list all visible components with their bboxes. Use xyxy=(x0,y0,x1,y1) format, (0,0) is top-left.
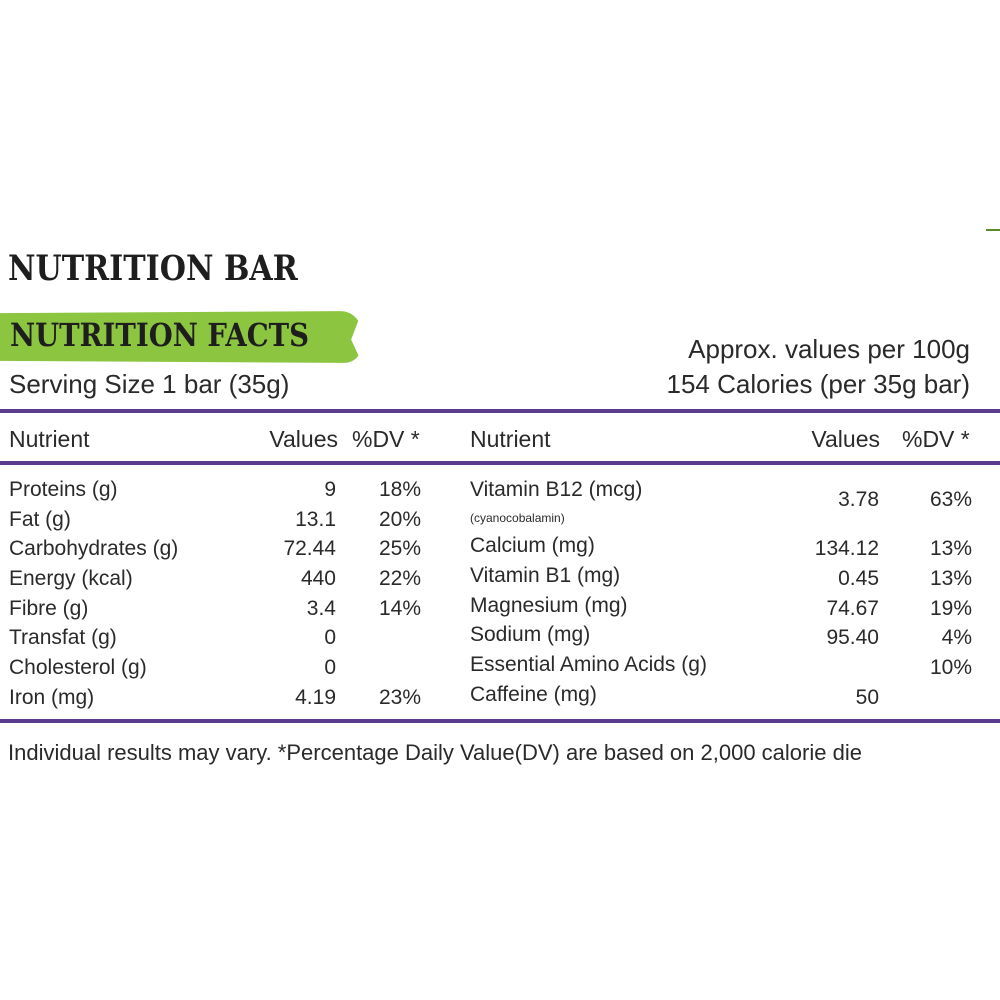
right-row-4-nutrient: Sodium (mg) xyxy=(470,623,591,646)
right-header-nutrient: Nutrient xyxy=(470,426,551,452)
right-row-3-nutrient: Magnesium (mg) xyxy=(470,594,628,617)
right-row-6-value: 50 xyxy=(855,686,879,709)
approx-values-label: Approx. values per 100g xyxy=(688,334,970,364)
left-row-4-nutrient: Fibre (g) xyxy=(9,597,89,620)
right-header-dv: %DV * xyxy=(902,426,970,452)
product-title: NUTRITION BAR xyxy=(8,248,298,289)
left-row-6-value: 0 xyxy=(324,656,336,679)
right-row-0-value: 3.78 xyxy=(838,488,879,511)
left-row-2-nutrient: Carbohydrates (g) xyxy=(9,537,179,560)
serving-size-label: Serving Size 1 bar (35g) xyxy=(9,369,290,399)
left-row-5-nutrient: Transfat (g) xyxy=(9,626,117,649)
right-row-3-dv: 19% xyxy=(929,597,972,620)
left-row-2-value: 72.44 xyxy=(283,537,336,560)
right-row-4-dv: 4% xyxy=(941,626,972,649)
right-row-2-value: 0.45 xyxy=(838,567,879,590)
table-header-rule xyxy=(0,461,1000,465)
left-header-dv: %DV * xyxy=(352,426,420,452)
right-row-1-nutrient: Calcium (mg) xyxy=(470,534,595,557)
left-row-6-nutrient: Cholesterol (g) xyxy=(9,656,147,679)
left-row-4-value: 3.4 xyxy=(306,597,336,620)
left-row-0-value: 9 xyxy=(324,478,336,501)
left-row-7-nutrient: Iron (mg) xyxy=(9,686,95,709)
left-row-7-value: 4.19 xyxy=(295,686,336,709)
nutrition-facts-title: NUTRITION FACTS xyxy=(10,316,309,354)
left-row-1-nutrient: Fat (g) xyxy=(9,508,71,531)
left-row-0-nutrient: Proteins (g) xyxy=(9,478,118,501)
right-header-values: Values xyxy=(811,426,880,452)
right-row-0-note: (cyanocobalamin) xyxy=(470,511,565,525)
right-row-6-nutrient: Caffeine (mg) xyxy=(470,683,597,706)
left-row-2-dv: 25% xyxy=(378,537,421,560)
left-row-3-value: 440 xyxy=(300,567,336,590)
right-row-4-value: 95.40 xyxy=(826,626,879,649)
left-row-5-value: 0 xyxy=(324,626,336,649)
right-row-1-dv: 13% xyxy=(929,537,972,560)
calories-label: 154 Calories (per 35g bar) xyxy=(666,369,971,399)
left-row-1-dv: 20% xyxy=(378,508,421,531)
left-row-3-dv: 22% xyxy=(378,567,421,590)
table-bottom-rule xyxy=(0,719,1000,723)
left-row-7-dv: 23% xyxy=(378,686,421,709)
right-row-0-dv: 63% xyxy=(929,488,972,511)
left-row-0-dv: 18% xyxy=(378,478,421,501)
right-row-5-nutrient: Essential Amino Acids (g) xyxy=(470,653,707,676)
nutrition-facts-banner xyxy=(0,311,362,363)
corner-accent-line xyxy=(986,229,1000,231)
right-row-1-value: 134.12 xyxy=(814,537,879,560)
right-row-0-nutrient: Vitamin B12 (mcg) xyxy=(470,478,643,501)
left-header-values: Values xyxy=(269,426,338,452)
right-row-3-value: 74.67 xyxy=(826,597,879,620)
left-header-nutrient: Nutrient xyxy=(9,426,90,452)
left-row-4-dv: 14% xyxy=(378,597,421,620)
right-row-2-dv: 13% xyxy=(929,567,972,590)
table-top-rule xyxy=(0,409,1000,413)
left-row-3-nutrient: Energy (kcal) xyxy=(9,567,133,590)
right-row-2-nutrient: Vitamin B1 (mg) xyxy=(470,564,621,587)
left-row-1-value: 13.1 xyxy=(295,508,336,531)
right-row-5-dv: 10% xyxy=(929,656,972,679)
footnote: Individual results may vary. *Percentage… xyxy=(8,740,862,765)
